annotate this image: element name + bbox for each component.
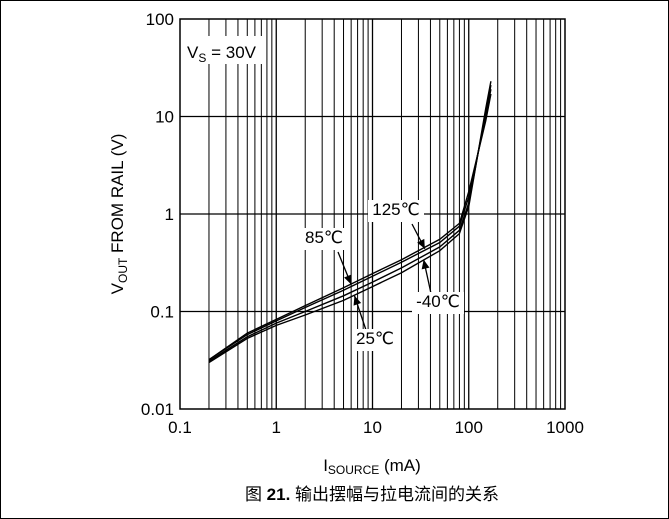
annotation-arrowhead xyxy=(421,259,430,270)
annotation-label: -40℃ xyxy=(416,292,460,311)
annotation-label: 25℃ xyxy=(356,329,394,348)
y-tick-label: 0.01 xyxy=(141,400,174,419)
y-tick-label: 100 xyxy=(146,10,174,29)
annotation-label-bg xyxy=(299,228,349,250)
y-tick-labels: 0.01 0.1 1 10 100 xyxy=(141,10,174,419)
annotation-label: 85℃ xyxy=(305,228,343,247)
condition-box xyxy=(181,36,263,64)
series-group xyxy=(208,81,492,364)
annotation-arrowhead xyxy=(344,274,352,285)
annotations: 125℃ 85℃ -40℃ 25℃ xyxy=(299,200,464,351)
series-line xyxy=(208,89,492,361)
condition-label: VS = 30V xyxy=(187,43,257,65)
plot-frame xyxy=(179,18,566,410)
series-line xyxy=(208,81,492,364)
annotation-label: 125℃ xyxy=(372,200,419,219)
x-tick-labels: 0.1 1 10 100 1000 xyxy=(168,418,584,437)
y-tick-label: 0.1 xyxy=(150,303,174,322)
annotation-label-bg xyxy=(352,329,398,351)
x-tick-label: 0.1 xyxy=(168,418,192,437)
annotation-arrowhead xyxy=(353,295,362,306)
figure-caption: 图 21. 输出摆幅与拉电流间的关系 xyxy=(245,485,499,504)
annotation-arrowhead xyxy=(417,238,425,249)
x-tick-label: 1 xyxy=(272,418,281,437)
x-tick-label: 100 xyxy=(455,418,483,437)
annotation-label-bg xyxy=(412,292,464,314)
y-tick-label: 10 xyxy=(155,108,174,127)
series-line xyxy=(208,84,492,362)
x-axis-label: ISOURCE (mA) xyxy=(323,456,421,477)
annotation-label-bg xyxy=(368,200,424,222)
y-tick-label: 1 xyxy=(165,205,174,224)
x-tick-label: 1000 xyxy=(546,418,584,437)
x-tick-label: 10 xyxy=(363,418,382,437)
y-axis-label: VOUT FROM RAIL (V) xyxy=(108,134,130,295)
series-line xyxy=(208,93,492,361)
